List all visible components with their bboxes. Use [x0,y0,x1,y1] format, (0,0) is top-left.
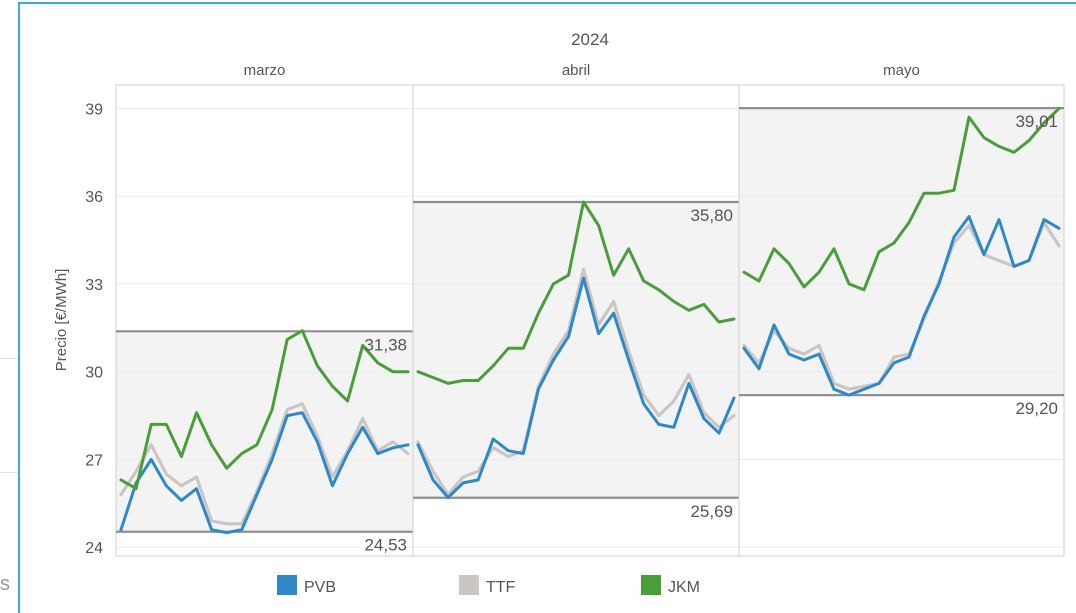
legend-label-PVB: PVB [304,579,336,596]
chart-panels: marzo 31,38 24,53 abril 35,80 25,69 mayo 39,01 2… [115,62,1065,557]
series-line-PVB-mayo [742,215,1061,397]
band-min-label-mayo: 29,20 [1015,399,1058,418]
legend-label-JKM: JKM [668,579,700,596]
series-line-PVB-marzo [119,411,410,535]
panel-border-mayo [738,84,1065,557]
legend-label-TTF: TTF [486,579,516,596]
legend: PVB TTF JKM [277,575,700,596]
band-min-label-abril: 25,69 [690,502,733,521]
y-tick-label-27: 27 [85,452,103,469]
legend-item-PVB: PVB [277,575,336,596]
series-line-JKM-marzo [119,329,410,491]
series-line-PVB-abril [416,276,736,499]
series-line-JKM-mayo [742,106,1061,292]
legend-item-JKM: JKM [641,575,700,596]
panel-mayo: mayo 39,01 29,20 [738,62,1065,557]
range-band-abril [413,202,739,498]
legend-swatch-TTF [459,575,479,595]
legend-swatch-JKM [641,575,661,595]
chart-title: 2024 [571,30,609,49]
y-tick-label-39: 39 [85,101,103,118]
band-max-label-marzo: 31,38 [364,335,407,354]
panel-abril: abril 35,80 25,69 [412,62,740,557]
series-line-TTF-mayo [742,220,1061,391]
band-max-label-abril: 35,80 [690,206,733,225]
series-line-TTF-marzo [119,402,410,526]
y-tick-label-36: 36 [85,189,103,206]
y-tick-label-30: 30 [85,365,103,382]
series-line-JKM-abril [416,200,736,385]
y-tick-label-33: 33 [85,277,103,294]
series-line-TTF-abril [416,267,736,497]
y-axis-label: Precio [€/MWh] [53,269,70,372]
legend-swatch-PVB [277,575,297,595]
band-max-label-mayo: 39,01 [1015,112,1058,131]
left-edge-text: s [0,573,10,595]
left-divider-line [0,358,18,359]
legend-item-TTF: TTF [459,575,516,596]
panel-label-abril: abril [562,62,590,79]
y-axis-ticks: 24 27 30 33 36 39 [85,101,103,557]
left-divider-line [0,472,18,473]
band-min-label-marzo: 24,53 [364,536,407,555]
panel-label-marzo: marzo [244,62,286,79]
panel-label-mayo: mayo [883,62,920,79]
panel-marzo: marzo 31,38 24,53 [115,62,414,557]
y-tick-label-24: 24 [85,540,103,557]
